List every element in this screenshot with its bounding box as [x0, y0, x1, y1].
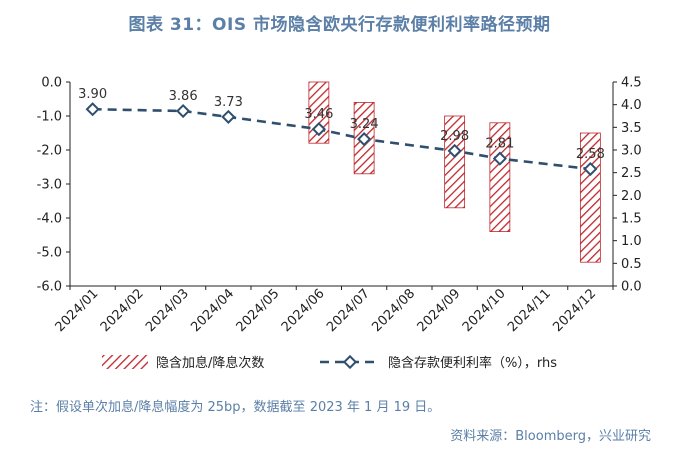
x-tick-label: 2024/05	[234, 286, 283, 335]
x-tick-label: 2024/07	[324, 286, 373, 335]
right-tick-label: 0.0	[621, 280, 642, 295]
x-tick-label: 2024/02	[98, 286, 147, 335]
rate-point-2024-12	[583, 161, 598, 177]
left-tick-label: -5.0	[37, 246, 62, 261]
source-note: 资料来源：Bloomberg，兴业研究	[450, 429, 651, 444]
rate-point-2024-01	[85, 102, 100, 117]
legend-line-marker	[342, 354, 358, 370]
right-tick-label: 0.5	[621, 257, 642, 272]
x-tick-label: 2024/08	[369, 286, 418, 335]
left-tick-label: 0.0	[41, 76, 62, 91]
left-tick-label: -4.0	[37, 212, 62, 227]
x-tick-label: 2024/11	[505, 286, 554, 335]
legend-group: 隐含加息/降息次数 隐含存款便利利率（%），rhs	[102, 354, 557, 371]
legend-bar-label: 隐含加息/降息次数	[156, 355, 264, 371]
legend-bar-swatch	[102, 355, 148, 369]
x-tick-label: 2024/10	[460, 286, 509, 335]
left-tick-label: -1.0	[37, 110, 62, 125]
x-tick-label: 2024/03	[143, 286, 192, 335]
rate-point-2024-04	[221, 109, 236, 124]
left-tick-label: -6.0	[37, 280, 62, 295]
rate-point-2024-09	[447, 143, 462, 158]
right-tick-label: 2.0	[621, 189, 642, 204]
bars-group	[308, 81, 601, 263]
bar-2024-12	[579, 132, 601, 263]
right-tick-label: 1.0	[621, 234, 642, 249]
x-tick-label: 2024/12	[550, 286, 599, 335]
right-tick-label: 2.5	[621, 166, 642, 181]
chart-title: 图表 31：OIS 市场隐含欧央行存款便利利率路径预期	[128, 15, 551, 35]
x-tick-label: 2024/06	[279, 286, 328, 335]
rate-point-2024-07	[357, 132, 372, 147]
rate-point-2024-03	[176, 103, 191, 119]
bar-2024-09	[444, 115, 466, 209]
rate-label-2024-07: 3.24	[350, 117, 379, 132]
rate-line	[92, 107, 591, 171]
rate-label-2024-12: 2.58	[576, 147, 605, 162]
rate-point-2024-06	[311, 122, 326, 137]
footnote: 注：假设单次加息/降息幅度为 25bp，数据截至 2023 年 1 月 19 日…	[30, 400, 441, 415]
rate-label-2024-09: 2.98	[440, 129, 469, 144]
line-group: 3.90 3.86 3.73 3.46 3.24 2.98 2.81 2.58	[78, 87, 605, 177]
x-tick-label: 2024/04	[188, 286, 237, 335]
rate-point-2024-10	[492, 151, 507, 166]
rate-label-2024-04: 3.73	[214, 95, 243, 110]
right-tick-label: 1.5	[621, 212, 642, 227]
rate-label-2024-01: 3.90	[78, 87, 107, 102]
right-tick-label: 3.5	[621, 121, 642, 136]
rate-label-2024-06: 3.46	[304, 107, 333, 122]
rate-label-2024-10: 2.81	[485, 137, 514, 152]
rate-label-2024-03: 3.86	[169, 89, 198, 104]
left-tick-label: -2.0	[37, 144, 62, 159]
legend-line-label: 隐含存款便利利率（%），rhs	[388, 355, 557, 371]
right-tick-label: 4.5	[621, 76, 642, 91]
right-tick-label: 4.0	[621, 98, 642, 113]
left-tick-label: -3.0	[37, 178, 62, 193]
right-tick-label: 3.0	[621, 144, 642, 159]
x-tick-label: 2024/09	[415, 286, 464, 335]
bar-2024-10	[489, 122, 511, 233]
axes-group: 0.0 -1.0 -2.0 -3.0 -4.0 -5.0 -6.0 4.5 4.0 3.5 3.0 2…	[37, 76, 642, 336]
